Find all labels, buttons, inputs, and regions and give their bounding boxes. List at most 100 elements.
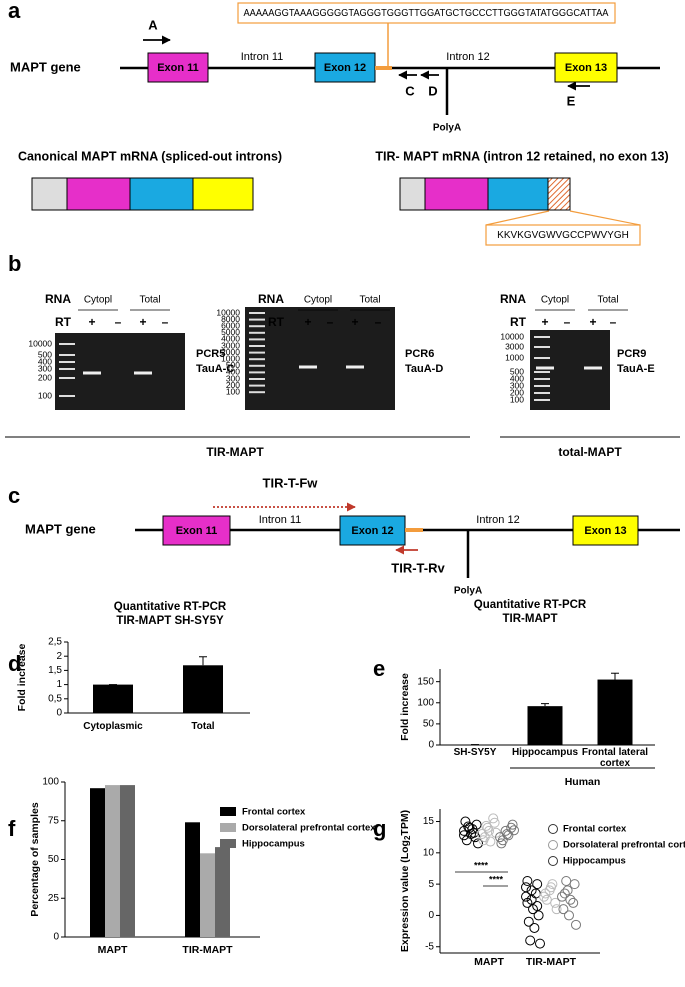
panel-letter: f xyxy=(8,816,16,841)
polya-label: PolyA xyxy=(433,123,461,134)
exon-label: Exon 12 xyxy=(351,525,393,537)
peptide: KKVKGVGWVGCCPWVYGH xyxy=(497,230,629,241)
rt-sign: – xyxy=(327,315,334,329)
ladder-label: 10000 xyxy=(28,338,52,348)
point xyxy=(565,894,576,905)
x-tick-label: Total xyxy=(191,721,215,732)
lane-header: Total xyxy=(359,295,380,306)
legend-marker xyxy=(548,824,558,834)
point xyxy=(551,904,562,915)
y-tick-label: 15 xyxy=(423,816,435,827)
lane-header: Total xyxy=(139,295,160,306)
y-axis-label: Fold increase xyxy=(16,644,28,712)
mrna-block xyxy=(487,177,549,211)
point xyxy=(559,888,570,899)
x-tick-label: MAPT xyxy=(98,944,128,956)
ladder-label: 5000 xyxy=(221,327,240,337)
gene-label: MAPT gene xyxy=(25,521,96,536)
point xyxy=(497,835,508,846)
y-tick-label: 0 xyxy=(56,708,62,719)
legend-swatch xyxy=(220,839,236,848)
rt-sign: + xyxy=(139,315,146,329)
primer-label: E xyxy=(567,93,576,108)
lane-header: Cytopl xyxy=(304,295,332,306)
pcr-label: PCR5 xyxy=(196,348,225,360)
primer-label: C xyxy=(405,83,415,98)
primer-label: TIR-T-Fw xyxy=(263,475,319,490)
y-tick-label: 0,5 xyxy=(48,693,62,704)
point xyxy=(561,876,572,886)
panel-letter: g xyxy=(373,816,386,841)
connector xyxy=(485,210,550,226)
primer-label: D xyxy=(428,83,437,98)
exon xyxy=(314,52,376,83)
y-axis-label-part: Expression value (Log xyxy=(399,840,411,952)
point xyxy=(489,817,500,828)
ladder-label: 6000 xyxy=(221,320,240,330)
mrna-title: Canonical MAPT mRNA (spliced-out introns… xyxy=(18,149,282,163)
group-label: Human xyxy=(565,776,601,788)
bar xyxy=(93,684,133,713)
y-tick-label: 10 xyxy=(423,847,435,858)
point xyxy=(529,922,540,933)
gene-label: MAPT gene xyxy=(10,59,81,74)
connector xyxy=(569,210,641,226)
mrna-block xyxy=(192,177,254,211)
gel-image xyxy=(530,330,610,410)
ladder-label: 400 xyxy=(226,367,240,377)
rt-sign: – xyxy=(375,315,382,329)
x-tick-label: MAPT xyxy=(474,956,504,968)
pcr-label: PCR6 xyxy=(405,348,434,360)
panel-letter: b xyxy=(8,251,21,276)
rt-sign: + xyxy=(304,315,311,329)
x-label-box: SH-SY5Y xyxy=(453,747,497,758)
y-tick-label: 0 xyxy=(53,932,59,943)
point xyxy=(533,910,544,921)
y-tick-label: 0 xyxy=(428,740,434,751)
y-axis-label: Fold increase xyxy=(399,673,411,741)
primer-label: TauA-E xyxy=(617,363,655,375)
sequence-box xyxy=(237,2,616,24)
point xyxy=(461,835,472,846)
ladder-label: 300 xyxy=(510,380,524,390)
legend-swatch xyxy=(220,807,236,816)
ladder-label: 500 xyxy=(38,349,52,359)
point xyxy=(503,830,514,841)
rt-sign: – xyxy=(610,315,617,329)
bar xyxy=(597,679,633,745)
point xyxy=(540,888,551,899)
exon-label: Exon 13 xyxy=(584,525,626,537)
point xyxy=(523,916,534,927)
y-tick-label: 1 xyxy=(56,679,62,690)
y-axis-label: Percentage of samples xyxy=(29,802,41,917)
y-tick-label: 5 xyxy=(428,879,434,890)
x-label-box: Total xyxy=(191,721,215,732)
peptide-box xyxy=(485,224,641,246)
point xyxy=(532,879,543,890)
mrna-block xyxy=(399,177,426,211)
point xyxy=(459,830,469,841)
panel-letter: e xyxy=(373,656,385,681)
legend-label: Dorsolateral prefrontal cortex xyxy=(242,823,376,834)
point xyxy=(562,885,573,896)
ladder-label: 300 xyxy=(38,363,52,373)
ladder-label: 200 xyxy=(38,372,52,382)
ladder-label: 3000 xyxy=(505,341,524,351)
mrna-block xyxy=(66,177,131,211)
exon xyxy=(147,52,209,83)
x-tick-label: SH-SY5Y xyxy=(453,747,497,758)
intron-label: Intron 12 xyxy=(476,514,519,526)
lane-header: Cytopl xyxy=(84,295,112,306)
legend-swatch xyxy=(220,823,236,832)
y-tick-label: 50 xyxy=(423,719,435,730)
point xyxy=(571,919,581,930)
rt-sign: – xyxy=(162,315,169,329)
mrna-block xyxy=(31,177,68,211)
retained-segment xyxy=(405,528,423,532)
y-tick-label: 2,5 xyxy=(48,637,62,648)
bar xyxy=(90,788,105,937)
legend-label: Dorsolateral prefrontal cortex xyxy=(563,840,685,851)
chart-title: Quantitative RT-PCR xyxy=(474,599,587,611)
bar xyxy=(183,665,223,713)
